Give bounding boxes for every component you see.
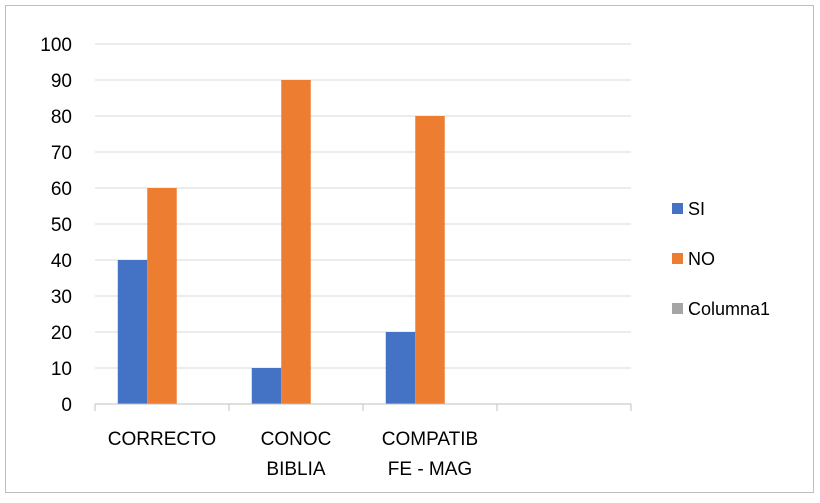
bar-no-1 xyxy=(147,188,177,404)
y-tick-label: 90 xyxy=(51,71,72,92)
bar-si-1 xyxy=(117,260,148,404)
legend-swatch-si xyxy=(672,203,683,214)
bar-no-3 xyxy=(415,116,445,404)
legend-label-no: NO xyxy=(688,249,715,269)
bars xyxy=(117,80,445,404)
x-category-label: BIBLIA xyxy=(266,459,325,480)
y-tick-label: 10 xyxy=(51,359,72,380)
bar-si-2 xyxy=(251,368,282,404)
y-tick-label: 50 xyxy=(51,215,72,236)
x-category-label: CORRECTO xyxy=(108,429,216,450)
legend: SI NO Columna1 xyxy=(672,199,770,319)
chart-border xyxy=(5,5,814,493)
y-tick-label: 100 xyxy=(40,35,72,56)
x-category-label: FE - MAG xyxy=(388,459,472,480)
legend-swatch-no xyxy=(672,253,683,264)
legend-label-columna1: Columna1 xyxy=(688,299,770,319)
bar-no-2 xyxy=(281,80,311,404)
legend-label-si: SI xyxy=(688,199,705,219)
y-tick-label: 0 xyxy=(61,395,72,416)
axes: 0 10 20 30 40 50 60 70 80 90 100 CORRECTO CONOC BIBLI… xyxy=(40,35,632,480)
gridlines xyxy=(95,43,631,369)
x-category-label: CONOC xyxy=(261,429,332,450)
y-tick-label: 60 xyxy=(51,179,72,200)
y-tick-label: 20 xyxy=(51,323,72,344)
legend-swatch-columna1 xyxy=(672,303,683,314)
y-tick-label: 40 xyxy=(51,251,72,272)
y-tick-label: 80 xyxy=(51,107,72,128)
y-tick-label: 70 xyxy=(51,143,72,164)
x-category-label: COMPATIB xyxy=(382,429,478,450)
y-tick-label: 30 xyxy=(51,287,72,308)
bar-si-3 xyxy=(385,332,416,404)
